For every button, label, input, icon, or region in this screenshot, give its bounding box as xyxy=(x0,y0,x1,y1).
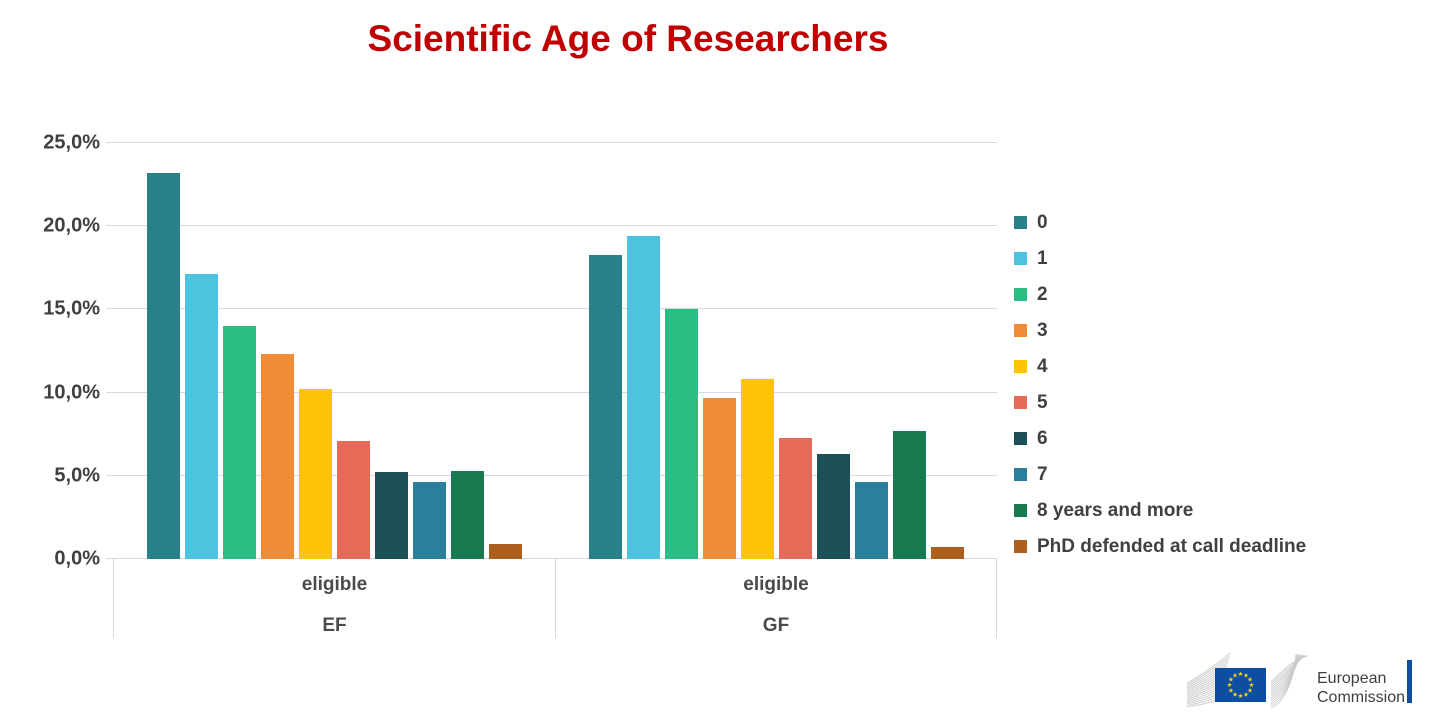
legend-swatch xyxy=(1014,504,1027,517)
legend-swatch xyxy=(1014,396,1027,409)
legend: 0 1 2 3 4 5 6 7 8 years and more PhD defended at … xyxy=(1014,211,1306,558)
bar-eligible-gf-7 xyxy=(854,482,888,559)
legend-label: 8 years and more xyxy=(1037,499,1194,521)
legend-label: 1 xyxy=(1037,247,1048,269)
bar-eligible-gf-6 xyxy=(816,454,850,559)
gridline xyxy=(106,225,997,227)
legend-item: 5 xyxy=(1014,391,1306,414)
legend-swatch xyxy=(1014,216,1027,229)
bar-eligible-ef-2 xyxy=(222,326,256,559)
legend-swatch xyxy=(1014,468,1027,481)
european-commission-logo: European Commission xyxy=(1186,652,1412,709)
eu-star xyxy=(1247,687,1253,693)
y-axis-tick-label: 15,0% xyxy=(43,297,100,320)
eu-star xyxy=(1247,676,1253,682)
logo-text-line1: European xyxy=(1317,670,1386,687)
eu-star xyxy=(1232,672,1238,678)
legend-item: 2 xyxy=(1014,283,1306,306)
legend-label: PhD defended at call deadline xyxy=(1037,535,1307,557)
bar-eligible-ef-4 xyxy=(298,389,332,559)
bar-groups xyxy=(113,143,997,559)
gridline xyxy=(106,391,997,393)
bar-eligible-gf-8-years-and-more xyxy=(892,430,926,559)
legend-label: 5 xyxy=(1037,391,1048,413)
y-axis-tick-label: 0,0% xyxy=(54,547,100,570)
page-title: Scientific Age of Researchers xyxy=(367,18,889,59)
bar-eligible-gf-2 xyxy=(664,309,698,559)
legend-item: 3 xyxy=(1014,319,1306,342)
legend-label: 0 xyxy=(1037,211,1048,233)
eu-star xyxy=(1238,671,1243,677)
eu-star xyxy=(1228,676,1234,682)
legend-swatch xyxy=(1014,432,1027,445)
legend-item: 4 xyxy=(1014,355,1306,378)
bar-eligible-ef-7 xyxy=(412,482,446,559)
eu-star xyxy=(1232,691,1238,697)
bar-eligible-ef-6 xyxy=(374,472,408,559)
category-box-gf: eligible GF xyxy=(555,559,997,638)
y-axis-labels: 0,0% 5,0% 10,0% 15,0% 20,0% 25,0% xyxy=(0,132,100,570)
y-axis-tick-label: 5,0% xyxy=(54,464,100,487)
logo-text-line2: Commission xyxy=(1317,689,1405,706)
legend-label: 7 xyxy=(1037,463,1048,485)
bar-eligible-gf-0 xyxy=(588,254,622,559)
legend-label: 4 xyxy=(1037,355,1048,377)
eu-star xyxy=(1243,691,1249,697)
bar-chart-plot-area xyxy=(106,142,997,559)
bar-eligible-ef-0 xyxy=(146,172,180,559)
gridline xyxy=(106,558,997,559)
bar-group-ef xyxy=(113,143,555,559)
category-label-eligible: eligible xyxy=(301,574,368,595)
bar-group-gf xyxy=(555,143,997,559)
legend-item: PhD defended at call deadline xyxy=(1014,535,1306,558)
legend-item: 1 xyxy=(1014,247,1306,270)
bar-eligible-ef-1 xyxy=(184,274,218,559)
y-axis-tick-label: 20,0% xyxy=(43,214,100,237)
legend-item: 0 xyxy=(1014,211,1306,234)
bar-eligible-gf-4 xyxy=(740,379,774,559)
eu-star xyxy=(1243,672,1249,678)
legend-swatch xyxy=(1014,324,1027,337)
eu-star xyxy=(1238,693,1243,699)
legend-item: 8 years and more xyxy=(1014,499,1306,522)
bar-eligible-gf-phd-defended-at-call-deadline xyxy=(930,547,964,559)
bar-eligible-ef-3 xyxy=(260,354,294,559)
legend-label: 6 xyxy=(1037,427,1048,449)
bar-eligible-ef-5 xyxy=(336,440,370,559)
legend-swatch xyxy=(1014,252,1027,265)
eu-star xyxy=(1227,682,1232,688)
y-axis-tick-label: 25,0% xyxy=(43,131,100,154)
eu-flag-stars xyxy=(1227,671,1254,699)
legend-item: 7 xyxy=(1014,463,1306,486)
legend-label: 2 xyxy=(1037,283,1048,305)
eu-star xyxy=(1249,682,1254,688)
bar-eligible-ef-8-years-and-more xyxy=(450,470,484,559)
gridline xyxy=(106,308,997,310)
legend-label: 3 xyxy=(1037,319,1048,341)
gridline xyxy=(106,474,997,476)
legend-swatch xyxy=(1014,288,1027,301)
logo-blue-bar xyxy=(1407,660,1412,703)
category-box-ef: eligible EF xyxy=(113,559,555,638)
category-label-ef: EF xyxy=(322,615,347,636)
y-axis-tick-label: 10,0% xyxy=(43,381,100,404)
legend-swatch xyxy=(1014,360,1027,373)
eu-star xyxy=(1228,687,1234,693)
logo-fan-lines-right xyxy=(1270,653,1308,709)
bar-eligible-ef-phd-defended-at-call-deadline xyxy=(488,544,522,559)
gridline xyxy=(106,142,997,143)
category-label-gf: GF xyxy=(762,615,790,636)
bar-eligible-gf-5 xyxy=(778,437,812,559)
x-axis-category-labels: eligible EF eligible GF xyxy=(113,559,997,638)
category-label-eligible: eligible xyxy=(743,574,809,595)
bar-eligible-gf-3 xyxy=(702,397,736,559)
legend-item: 6 xyxy=(1014,427,1306,450)
bar-eligible-gf-1 xyxy=(626,236,660,559)
legend-swatch xyxy=(1014,540,1027,553)
